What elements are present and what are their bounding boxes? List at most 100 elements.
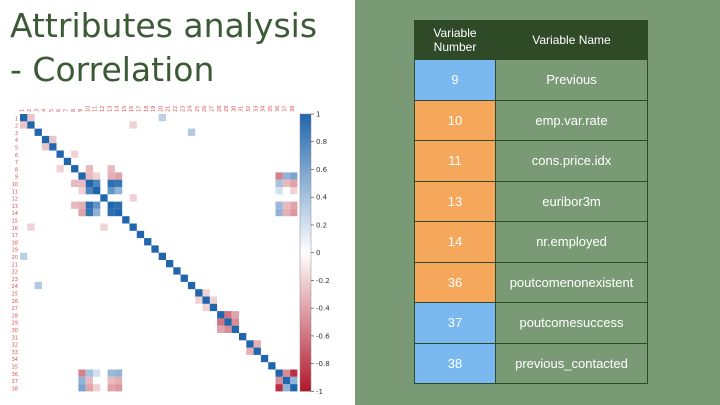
heatmap-diagonal-cell [56,150,64,158]
colorbar-tick-label: 0.6 [316,166,328,174]
heatmap-cell [282,369,291,377]
heatmap-cell [114,369,123,377]
variable-number-cell: 36 [414,261,496,303]
colorbar-tick-label: 1 [316,111,320,119]
variable-name-cell: nr.employed [495,221,648,263]
heatmap-diagonal-cell [136,230,145,239]
heatmap-column-label: 12 [100,106,106,112]
colorbar-tick-label: 0.8 [316,138,327,146]
heatmap-diagonal-cell [20,114,28,122]
heatmap-diagonal-cell [107,201,115,209]
heatmap-cell [290,376,298,385]
heatmap-column-label: 17 [136,106,142,112]
heatmap-diagonal-cell [246,340,254,348]
heatmap-row-label: 34 [12,357,18,363]
heatmap-row-label: 22 [12,270,18,276]
heatmap-column-label: 27 [209,106,215,112]
heatmap-column-label: 22 [173,106,179,112]
heatmap-cell [114,376,123,385]
colorbar-tick-label: -0.6 [316,332,330,340]
variable-name-cell: previous_contacted [495,342,648,384]
heatmap-cell [129,121,137,129]
heatmap-cell [56,165,64,173]
heatmap-column-label: 37 [282,106,288,112]
variable-name-cell: euribor3m [495,180,648,222]
heatmap-row-label: 2 [15,124,18,130]
heatmap-diagonal-cell [49,143,57,151]
heatmap-cell [275,376,283,385]
heatmap-cell [85,201,93,209]
heatmap-cell [85,187,93,195]
heatmap-diagonal-cell [100,194,108,202]
heatmap-cell [282,179,291,187]
heatmap-cell [93,201,101,209]
variable-number-cell: 37 [414,302,496,344]
heatmap-column-label: 13 [107,106,113,112]
heatmap-diagonal-cell [41,135,50,144]
variable-number-cell: 9 [414,59,496,101]
heatmap-cell [78,208,86,217]
heatmap-cell [202,303,210,312]
heatmap-column-label: 9 [78,109,84,112]
heatmap-diagonal-cell [166,260,174,268]
variable-name-cell: Previous [495,59,648,101]
heatmap-cell [93,369,101,377]
heatmap-diagonal-cell [253,347,261,355]
heatmap-cell [27,223,35,231]
heatmap-cell [275,384,283,392]
heatmap-row-label: 27 [12,306,18,312]
correlation-heatmap: 1 1 2 2 3 3 4 4 5 5 6 6 7 7 8 8 9 9 10 10 11 11 12 12 13 13 14 14 15… [8,100,348,396]
heatmap-cell [202,289,210,297]
heatmap-column-label: 21 [166,106,172,112]
heatmap-row-label: 31 [12,335,18,341]
variable-name-cell: poutcomesuccess [495,302,648,344]
heatmap-diagonal-cell [114,208,123,217]
heatmap-row-label: 38 [12,386,18,392]
table-row: 11 cons.price.idx [414,140,648,182]
heatmap-cell [209,296,218,304]
table-row: 9 Previous [414,59,648,101]
heatmap-cell [20,121,28,129]
heatmap-column-label: 15 [122,106,128,112]
heatmap-diagonal-cell [34,128,42,136]
heatmap-cell [195,296,203,304]
heatmap-column-label: 38 [290,106,296,112]
heatmap-column-label: 24 [188,106,194,112]
heatmap-column-label: 28 [217,106,223,112]
heatmap-column-label: 10 [85,106,91,112]
heatmap-row-label: 20 [12,255,18,261]
heatmap-cell [217,318,225,326]
heatmap-row-label: 9 [15,175,18,181]
heatmap-diagonal-cell [217,311,225,319]
heatmap-cell [71,150,79,158]
heatmap-cell [275,187,283,195]
heatmap-cell [107,384,115,392]
heatmap-row-label: 25 [12,292,18,298]
heatmap-cell [78,179,86,187]
heatmap-row-label: 1 [15,116,18,122]
heatmap-diagonal-cell [202,296,210,304]
heatmap-diagonal-cell [268,362,276,370]
heatmap-cell [85,369,93,377]
heatmap-cell [85,376,93,385]
heatmap-column-label: 35 [268,106,274,112]
heatmap-column-label: 18 [144,106,150,112]
table-body: 9 Previous 10 emp.var.rate 11 cons.price.idx 1… [414,59,648,384]
heatmap-column-label: 25 [195,106,201,112]
heatmap-cell [114,187,123,195]
heatmap-row-label: 15 [12,219,18,225]
table-header-row: Variable Number Variable Name [414,20,648,60]
heatmap-cell [290,187,298,195]
heatmap-column-label: 3 [34,109,40,112]
heatmap-column-label: 31 [239,106,245,112]
heatmap-cell [41,143,50,151]
variable-number-cell: 10 [414,99,496,141]
table-row: 36 poutcomenonexistent [414,261,648,303]
heatmap-diagonal-cell [129,223,137,231]
heatmap-cell [27,114,35,122]
heatmap-cell [34,281,42,290]
variable-name-cell: cons.price.idx [495,140,648,182]
heatmap-diagonal-cell [180,274,188,282]
heatmap-row-label: 33 [12,350,18,356]
variable-name-cell: emp.var.rate [495,99,648,141]
